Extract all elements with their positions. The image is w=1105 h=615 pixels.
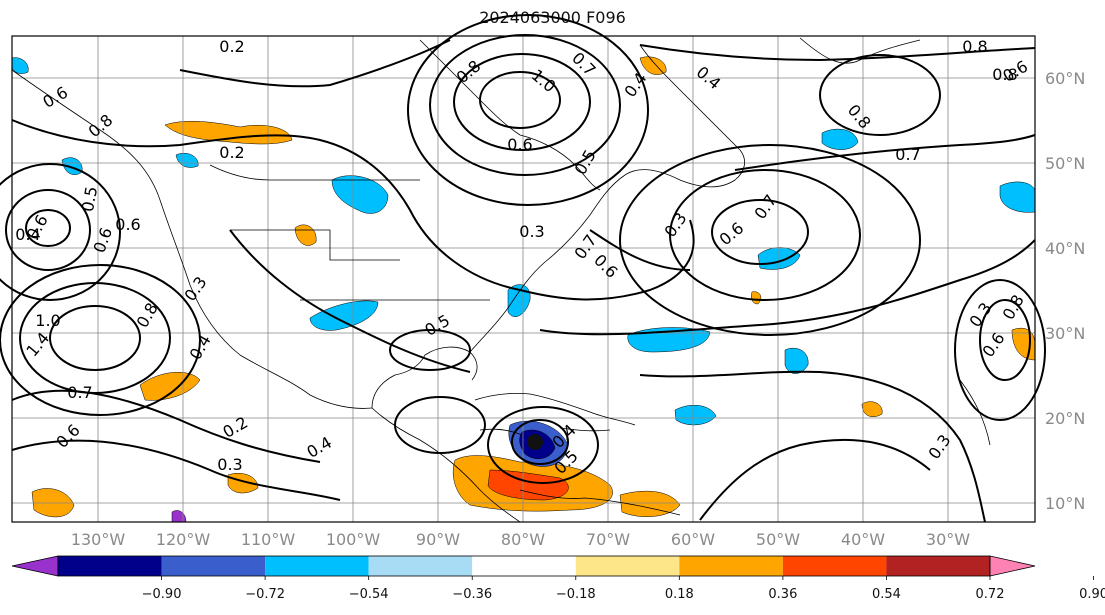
storm-center-marker [527, 434, 543, 450]
shade-positive-region [861, 401, 883, 417]
shade-negative-region [331, 175, 389, 214]
latitude-tick-label: 30°N [1045, 324, 1085, 343]
colorbar-segment [679, 556, 783, 576]
contour-label: 0.7 [67, 383, 92, 402]
shade-positive-region [751, 291, 762, 305]
contour-label: 0.2 [219, 143, 244, 162]
colorbar-frame [57, 555, 991, 577]
colorbar-segment [265, 556, 369, 576]
colorbar-extend-max [989, 555, 1036, 577]
contour-label: 0.7 [895, 145, 920, 164]
contour-label: 0.4 [15, 225, 40, 244]
colorbar-segment [886, 556, 990, 576]
colorbar-segment [368, 556, 473, 576]
plot-frame [11, 35, 1036, 523]
colorbar-tick-label: 0.54 [872, 587, 901, 602]
contour-lines [0, 14, 1046, 523]
contour-label: 0.3 [217, 455, 242, 474]
latitude-tick-label: 50°N [1045, 154, 1085, 173]
longitude-tick-label: 100°W [326, 530, 381, 549]
longitude-tick-label: 30°W [926, 530, 970, 549]
shade-negative-region [11, 57, 29, 74]
colorbar-tick-label: −0.36 [452, 587, 492, 602]
contour-label: 0.2 [219, 37, 244, 56]
colorbar-segment [161, 556, 266, 576]
colorbar-extend-min [11, 555, 59, 577]
colorbar-tick-label: 0.90 [1079, 587, 1105, 602]
contour-label: 0.6 [507, 135, 532, 154]
colorbar-tick-label: −0.54 [349, 587, 389, 602]
shade-negative-region [784, 347, 809, 374]
coastlines [11, 37, 991, 523]
colorbar: −0.90 −0.72 −0.54 −0.36 −0.18 0.18 0.36 0.54 0.7… [11, 555, 1105, 602]
shade-positive-region [639, 56, 667, 75]
contour-label: 0.8 [992, 65, 1017, 84]
contour-label: 0.6 [115, 215, 140, 234]
colorbar-segment [575, 556, 680, 576]
longitude-tick-label: 50°W [756, 530, 800, 549]
contour-label: 1.0 [35, 311, 60, 330]
shade-positive-region [619, 490, 681, 517]
longitude-axis: 130°W 120°W 110°W 100°W 90°W 80°W 70°W 60°W 50°W… [71, 530, 970, 549]
longitude-tick-label: 40°W [841, 530, 885, 549]
longitude-tick-label: 70°W [586, 530, 630, 549]
colorbar-segment [58, 556, 162, 576]
graticule [12, 36, 1035, 522]
colorbar-tick-label: −0.72 [245, 587, 285, 602]
colorbar-tick-label: −0.90 [142, 587, 182, 602]
latitude-axis: 60°N 50°N 40°N 30°N 20°N 10°N [1045, 69, 1085, 513]
colorbar-tick-label: 0.18 [665, 587, 694, 602]
shade-negative-region [507, 284, 531, 317]
colorbar-segment [472, 556, 576, 576]
contour-label: 0.3 [519, 222, 544, 241]
latitude-tick-label: 10°N [1045, 494, 1085, 513]
shade-negative-region [821, 128, 859, 150]
longitude-tick-label: 130°W [71, 530, 126, 549]
shade-positive-region [164, 121, 293, 145]
contour-label: 0.5 [78, 185, 101, 213]
latitude-tick-label: 20°N [1045, 409, 1085, 428]
shade-negative-region [674, 404, 717, 426]
longitude-tick-label: 80°W [501, 530, 545, 549]
plot-area: 0.20.60.80.60.41.00.70.8 0.40.60.50.20.60… [0, 14, 1046, 523]
longitude-tick-label: 120°W [156, 530, 211, 549]
longitude-tick-label: 110°W [241, 530, 296, 549]
longitude-tick-label: 90°W [416, 530, 460, 549]
colorbar-segment [782, 556, 887, 576]
latitude-tick-label: 40°N [1045, 239, 1085, 258]
colorbar-tick-label: −0.18 [556, 587, 596, 602]
colorbar-tick-label: 0.36 [768, 587, 797, 602]
latitude-tick-label: 60°N [1045, 69, 1085, 88]
shade-positive-region [487, 469, 569, 501]
shade-negative-region [309, 300, 379, 331]
longitude-tick-label: 60°W [671, 530, 715, 549]
colorbar-tick-label: 0.72 [976, 587, 1005, 602]
contour-label: 0.8 [962, 37, 987, 56]
